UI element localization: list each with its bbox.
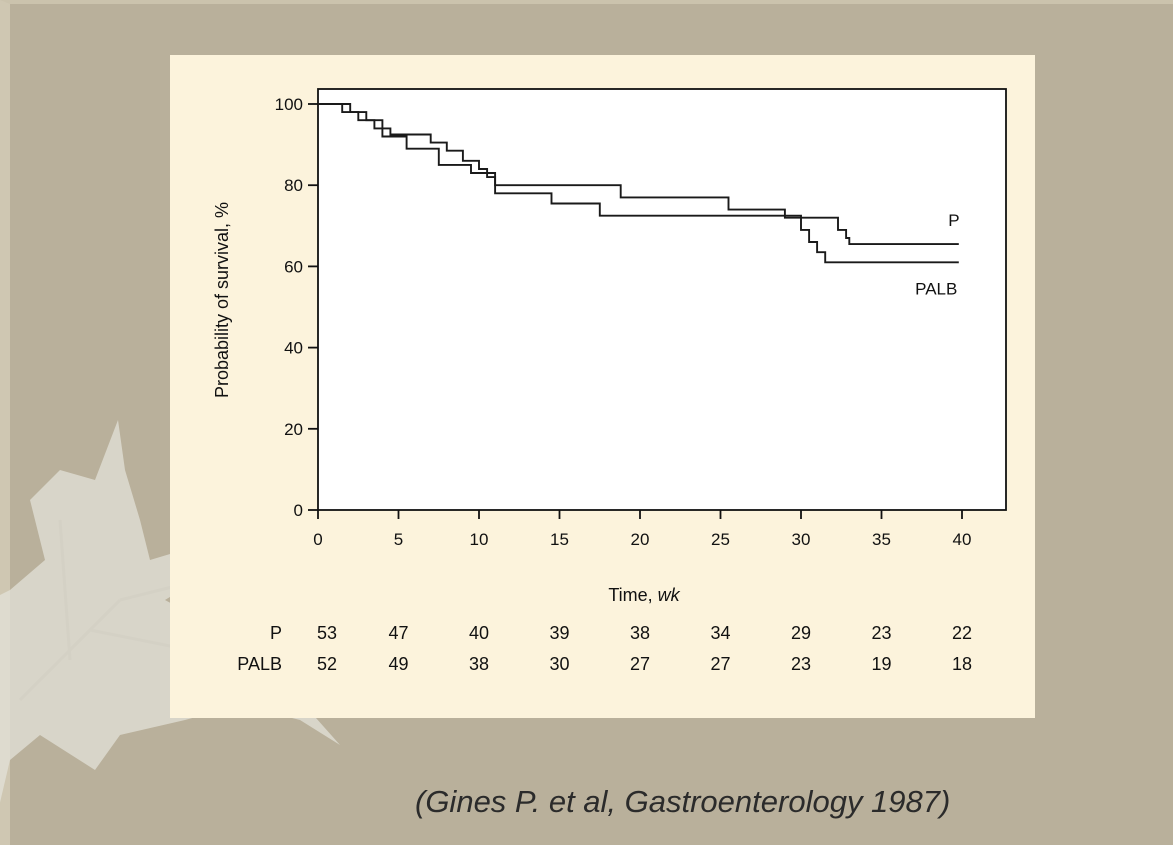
x-tick-label: 40: [953, 530, 972, 549]
risk-cell: 30: [549, 654, 569, 674]
risk-cell: 34: [710, 623, 730, 643]
risk-cell: 22: [952, 623, 972, 643]
risk-row-label: P: [270, 623, 282, 643]
citation: (Gines P. et al, Gastroenterology 1987): [415, 784, 951, 819]
risk-cell: 27: [710, 654, 730, 674]
x-tick-label: 20: [631, 530, 650, 549]
risk-cell: 39: [549, 623, 569, 643]
plot-area: [317, 88, 1007, 511]
figure-panel: 0 20 40 60 80 100 0 5 10 15 20 25 30 35 40 P PALB Prob…: [170, 55, 1035, 718]
x-tick-label: 15: [550, 530, 569, 549]
series-lines: [318, 103, 959, 264]
survival-chart: 0 20 40 60 80 100 0 5 10 15 20 25 30 35 40 P PALB Prob…: [212, 88, 1007, 674]
y-axis: 0 20 40 60 80 100: [275, 95, 318, 520]
series-labels: P PALB: [915, 211, 959, 298]
x-axis-title: Time, wk: [608, 585, 680, 605]
x-axis: 0 5 10 15 20 25 30 35 40: [313, 510, 971, 549]
risk-cell: 49: [388, 654, 408, 674]
risk-cell: 40: [469, 623, 489, 643]
risk-cell: 29: [791, 623, 811, 643]
risk-row-label: PALB: [237, 654, 282, 674]
series-line-palb: [318, 103, 959, 264]
y-tick-label: 60: [284, 257, 303, 276]
risk-cell: 38: [630, 623, 650, 643]
risk-cell: 38: [469, 654, 489, 674]
x-tick-label: 30: [792, 530, 811, 549]
at-risk-table: P 53 47 40 39 38 34 29 23 22 PALB 52 49 38 30 27 27 23 19 1…: [237, 623, 972, 674]
risk-cell: 27: [630, 654, 650, 674]
risk-cell: 47: [388, 623, 408, 643]
risk-cell: 23: [871, 623, 891, 643]
risk-cell: 18: [952, 654, 972, 674]
x-tick-label: 10: [470, 530, 489, 549]
y-tick-label: 80: [284, 176, 303, 195]
x-tick-label: 0: [313, 530, 322, 549]
risk-cell: 23: [791, 654, 811, 674]
y-tick-label: 20: [284, 420, 303, 439]
series-label-palb: PALB: [915, 279, 957, 298]
series-label-p: P: [948, 211, 959, 230]
risk-cell: 52: [317, 654, 337, 674]
x-tick-label: 25: [711, 530, 730, 549]
x-tick-label: 35: [872, 530, 891, 549]
y-tick-label: 100: [275, 95, 303, 114]
y-tick-label: 40: [284, 339, 303, 358]
risk-cell: 19: [871, 654, 891, 674]
risk-cell: 53: [317, 623, 337, 643]
y-axis-title: Probability of survival, %: [212, 202, 232, 398]
x-tick-label: 5: [394, 530, 403, 549]
series-line-p: [318, 103, 959, 246]
y-tick-label: 0: [294, 501, 303, 520]
